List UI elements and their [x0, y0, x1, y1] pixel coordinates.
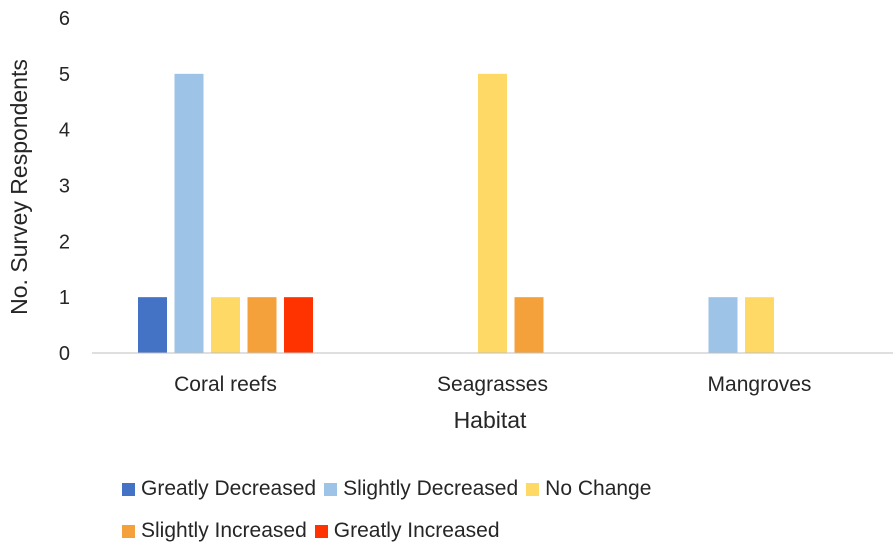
legend-label: Slightly Increased: [141, 519, 307, 542]
legend-row: Greatly Decreased Slightly Decreased No Ch…: [122, 474, 762, 504]
legend-swatch: [314, 524, 328, 538]
y-tick-labels: 0 1 2 3 4 5 6: [59, 8, 70, 365]
legend-item: Slightly Decreased: [324, 477, 518, 501]
x-category-label: Coral reefs: [174, 373, 277, 396]
legend-label: Greatly Decreased: [141, 477, 317, 500]
x-category-label: Mangroves: [708, 373, 812, 396]
legend-label: No Change: [545, 477, 652, 500]
bar-greatly-increased-coral-reefs: [284, 297, 313, 353]
bar-chart: 0 1 2 3 4 5 6 Coral reefs Seagrasses Mangroves H…: [6, 8, 893, 433]
legend-swatch: [526, 482, 540, 496]
legend-label: Greatly Increased: [333, 519, 500, 542]
y-tick-label: 4: [59, 120, 70, 142]
legend-item: Slightly Increased: [122, 519, 307, 543]
legend-item: No Change: [526, 477, 651, 501]
x-category-labels: Coral reefs Seagrasses Mangroves: [174, 373, 811, 396]
x-category-label: Seagrasses: [437, 373, 548, 396]
y-tick-label: 3: [59, 176, 70, 198]
legend-swatch: [324, 482, 338, 496]
bar-greatly-decreased-coral-reefs: [138, 297, 167, 353]
legend-row: Slightly Increased Greatly Increased: [122, 516, 762, 546]
bar-slightly-increased-coral-reefs: [247, 297, 277, 353]
bar-no-change-coral-reefs: [211, 297, 240, 353]
y-tick-label: 1: [59, 287, 70, 309]
legend-swatch: [122, 482, 135, 496]
legend-swatch: [122, 524, 135, 538]
bar-no-change-seagrasses: [478, 73, 507, 353]
y-tick-label: 0: [59, 343, 70, 365]
y-tick-label: 6: [59, 8, 70, 30]
bar-slightly-decreased-coral-reefs: [174, 73, 204, 353]
legend-label: Slightly Decreased: [343, 477, 519, 500]
legend-item: Greatly Increased: [314, 519, 500, 543]
y-axis-title: No. Survey Respondents: [6, 59, 32, 315]
y-tick-label: 2: [59, 231, 70, 253]
bar-series: [138, 73, 774, 353]
legend-item: Greatly Decreased: [122, 477, 316, 501]
bar-slightly-increased-seagrasses: [514, 297, 544, 353]
legend: Greatly Decreased Slightly Decreased No Ch…: [122, 474, 762, 558]
bar-no-change-mangroves: [745, 297, 774, 353]
x-axis-title: Habitat: [454, 407, 527, 433]
bar-slightly-decreased-mangroves: [708, 297, 738, 353]
y-tick-label: 5: [59, 64, 70, 86]
